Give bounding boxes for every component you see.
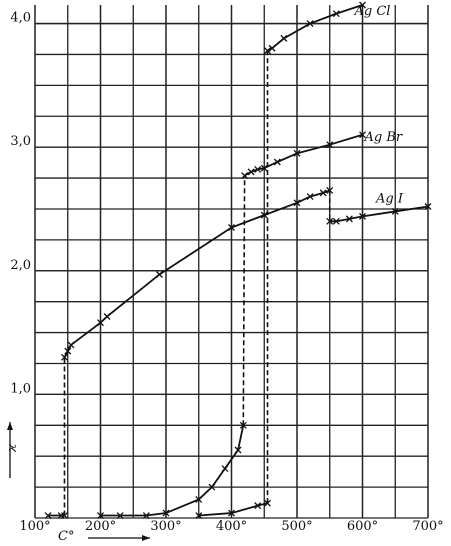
x-tick-label: 200°	[85, 519, 116, 534]
data-point	[391, 207, 399, 215]
data-point	[155, 271, 163, 278]
data-point	[359, 131, 366, 139]
data-point	[326, 186, 334, 194]
data-point	[142, 512, 150, 519]
data-point	[67, 341, 75, 349]
data-point	[162, 509, 170, 517]
data-point	[332, 10, 340, 18]
data-point	[280, 34, 288, 42]
data-point	[273, 158, 281, 166]
x-tick-label: 700°	[412, 519, 443, 534]
x-tick-label: 400°	[216, 519, 247, 534]
x-axis-label: C°	[58, 529, 74, 544]
series-line	[48, 189, 429, 517]
x-tick-label: 300°	[150, 519, 181, 534]
x-tick-label: 500°	[281, 519, 312, 534]
y-tick-label: 4,0	[10, 11, 31, 26]
x-tick-label: 100°	[19, 519, 50, 534]
data-point	[359, 1, 366, 9]
data-point	[306, 193, 314, 201]
data-point	[306, 20, 314, 28]
data-point	[247, 168, 255, 176]
data-point	[97, 319, 104, 327]
data-point	[195, 495, 203, 503]
y-axis-label: ϰ	[5, 443, 20, 453]
data-point	[228, 224, 235, 231]
series-line	[198, 4, 363, 517]
data-point	[228, 509, 235, 517]
data-point	[319, 189, 327, 197]
series-label: Ag Cl	[354, 4, 391, 19]
data-point	[293, 199, 301, 207]
data-point	[61, 353, 68, 361]
data-point	[254, 165, 262, 173]
data-point	[264, 499, 271, 507]
data-point	[345, 215, 353, 223]
data-point	[64, 347, 72, 355]
data-point	[116, 512, 124, 519]
data-point	[44, 512, 52, 519]
data-point	[61, 512, 68, 519]
data-point	[332, 217, 340, 225]
data-point	[239, 421, 247, 429]
x-axis-arrowhead	[142, 535, 150, 541]
data-point	[268, 44, 276, 52]
data-point	[103, 313, 111, 320]
data-point	[221, 465, 229, 473]
data-point	[293, 149, 301, 157]
data-point	[97, 512, 104, 519]
data-point	[241, 172, 249, 180]
y-axis-arrowhead	[7, 422, 13, 430]
data-point	[254, 502, 262, 510]
data-point	[424, 203, 432, 210]
data-point	[208, 483, 216, 491]
series-label: Ag I	[375, 191, 404, 206]
data-point	[260, 164, 268, 172]
series-label: Ag Br	[364, 130, 403, 145]
data-point	[195, 512, 203, 519]
data-point	[260, 211, 268, 219]
y-tick-label: 2,0	[10, 258, 31, 273]
data-point	[264, 47, 271, 55]
y-tick-label: 1,0	[10, 381, 31, 396]
data-point	[359, 212, 366, 220]
data-point	[326, 141, 334, 149]
data-point	[326, 217, 334, 225]
transition-line	[242, 175, 246, 426]
y-tick-label: 3,0	[10, 134, 31, 149]
x-tick-label: 600°	[347, 519, 378, 534]
data-point	[234, 446, 242, 454]
